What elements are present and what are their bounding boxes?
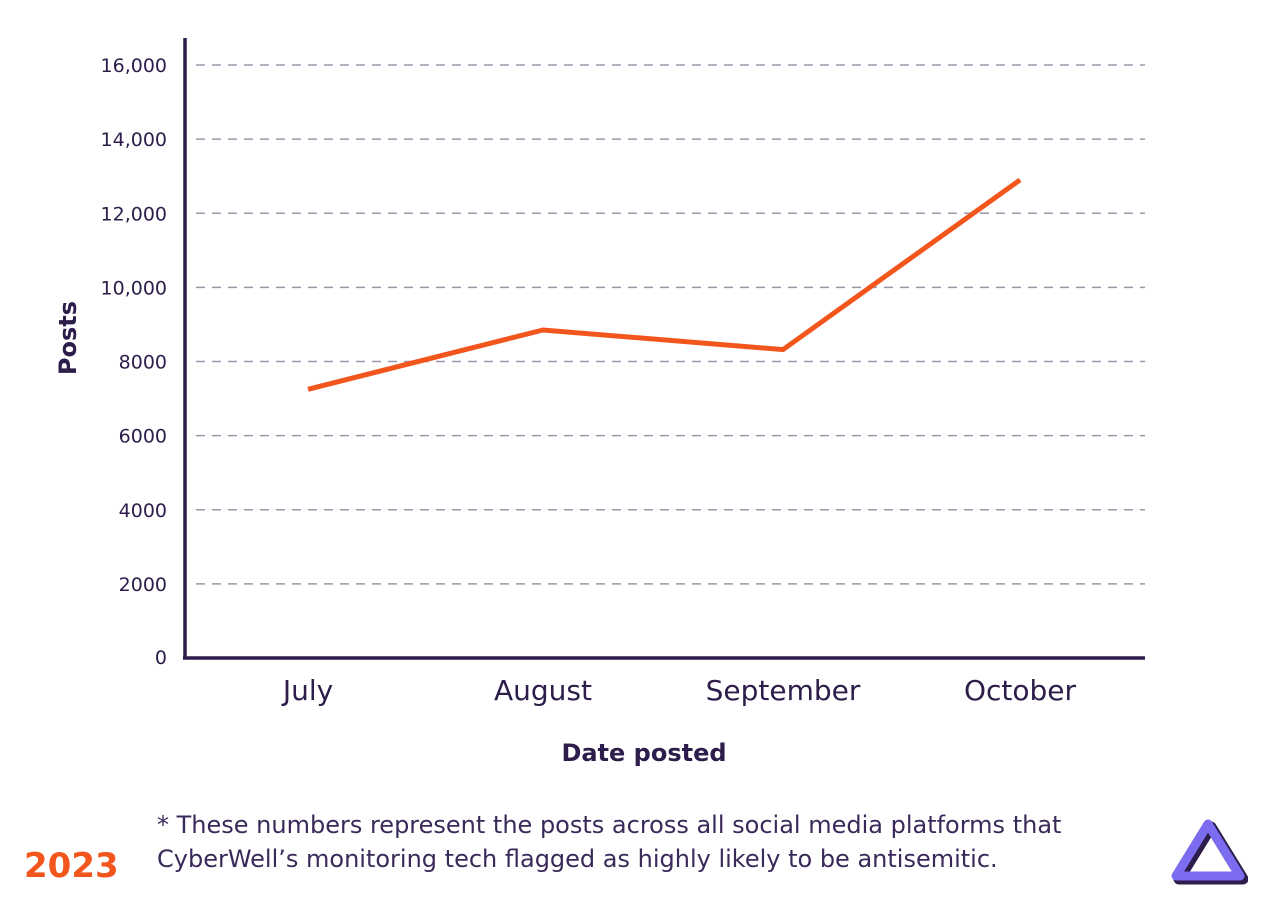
y-tick-label: 12,000 — [101, 203, 167, 225]
x-tick-label: July — [281, 674, 333, 707]
y-tick-label: 16,000 — [101, 55, 167, 77]
y-axis-title: Posts — [54, 301, 82, 375]
y-tick-label: 10,000 — [101, 277, 167, 299]
line-chart: 0 2000 4000 6000 8000 10,000 12,000 14,000 16,00… — [54, 38, 1145, 767]
x-tick-label: October — [964, 674, 1077, 707]
x-tick-label: August — [494, 674, 592, 707]
y-tick-label: 14,000 — [101, 129, 167, 151]
y-tick-label: 4000 — [119, 500, 167, 522]
footnote-line-1: * These numbers represent the posts acro… — [157, 811, 1062, 839]
x-tick-labels: July August September October — [281, 674, 1077, 707]
cyberwell-triangle-logo-icon — [1171, 819, 1248, 885]
footnote-line-2: CyberWell’s monitoring tech flagged as h… — [157, 845, 998, 873]
gridlines — [196, 64, 1145, 585]
y-tick-label: 2000 — [119, 574, 167, 596]
x-axis-title: Date posted — [561, 739, 726, 767]
series-line — [307, 177, 1022, 392]
x-tick-label: September — [706, 674, 861, 707]
year-label: 2023 — [24, 846, 119, 886]
y-tick-label: 6000 — [119, 426, 167, 448]
y-tick-label: 0 — [155, 647, 167, 669]
y-tick-label: 8000 — [119, 352, 167, 374]
footnote: * These numbers represent the posts acro… — [157, 808, 1117, 876]
y-tick-labels: 0 2000 4000 6000 8000 10,000 12,000 14,000 16,00… — [101, 55, 167, 669]
